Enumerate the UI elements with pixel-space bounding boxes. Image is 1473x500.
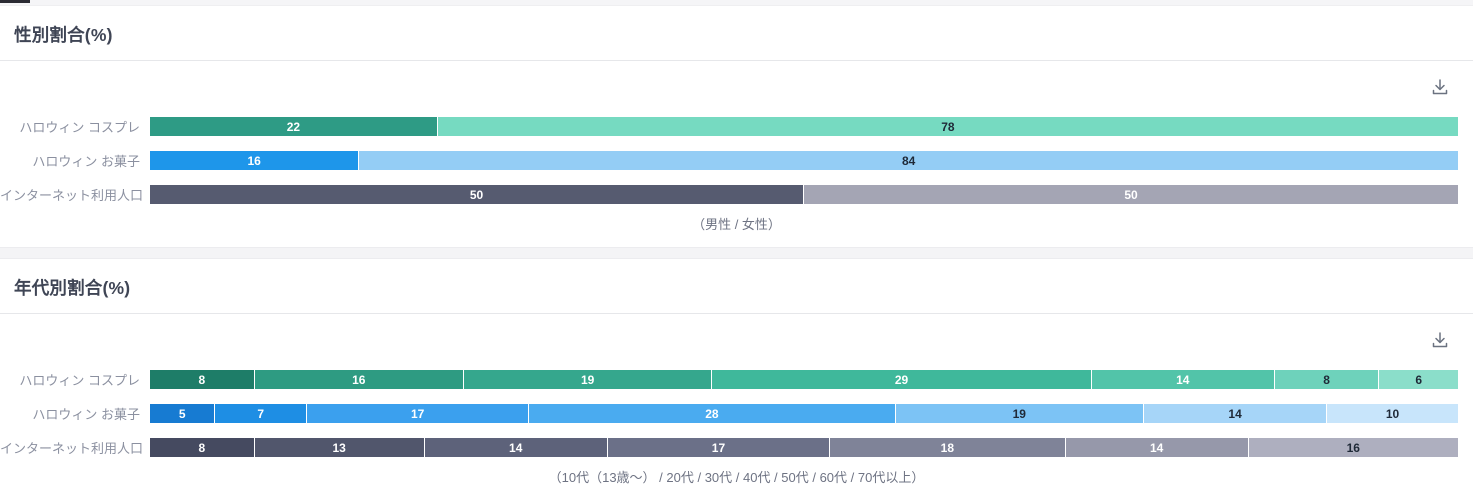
bar-segment: 50 [150,185,804,204]
bar-track: 22 78 [150,117,1458,136]
bar-segment: 84 [359,151,1458,170]
bar-segment: 6 [1379,370,1458,389]
bar-segment: 14 [1065,438,1249,457]
bar-segment: 50 [804,185,1458,204]
top-strip [0,0,1473,6]
bar-segment: 14 [1144,404,1328,423]
chart-rows: ハロウィン コスプレ 8 16 19 29 14 8 6 ハロウィン お菓子 5 7 17 28 19 14… [0,370,1473,457]
bar-segment: 13 [254,438,425,457]
chart-toolbar [0,61,1473,105]
download-icon [1432,332,1448,348]
bar-segment: 19 [895,404,1145,423]
title-divider [0,60,1473,61]
bar-track: 16 84 [150,151,1458,170]
row-label: インターネット利用人口 [0,188,144,203]
bar-track: 8 16 19 29 14 8 6 [150,370,1458,389]
chart-caption: （10代（13歳〜） / 20代 / 30代 / 40代 / 50代 / 60代… [548,470,925,485]
bar-segment: 14 [424,438,608,457]
bar-track: 50 50 [150,185,1458,204]
top-left-sliver [0,0,30,3]
bar-track: 5 7 17 28 19 14 10 [150,404,1458,423]
bar-segment: 10 [1327,404,1458,423]
bar-segment: 16 [254,370,464,389]
row-label: ハロウィン お菓子 [32,407,140,422]
title-divider [0,313,1473,314]
row-label: ハロウィン コスプレ [19,373,140,388]
chart-caption: （男性 / 女性） [692,217,781,232]
bar-segment: 8 [1274,370,1380,389]
gender-ratio-chart-card: 性別割合(%) ハロウィン コスプレ 22 78 ハロウィン お菓子 16 84 インターネ… [0,6,1473,247]
row-label: ハロウィン コスプレ [19,120,140,135]
row-label: ハロウィン お菓子 [32,154,140,169]
bar-segment: 16 [1248,438,1458,457]
chart-row: ハロウィン お菓子 16 84 [0,151,1473,170]
card-gap [0,247,1473,259]
chart-title: 性別割合(%) [14,25,113,45]
bar-segment: 17 [607,438,831,457]
bar-segment: 28 [529,404,896,423]
bar-segment: 8 [150,438,255,457]
bar-segment: 14 [1091,370,1275,389]
bar-segment: 78 [437,117,1458,136]
bar-segment: 7 [215,404,307,423]
bar-segment: 19 [463,370,713,389]
bar-segment: 17 [306,404,530,423]
chart-row: インターネット利用人口 50 50 [0,185,1473,204]
bar-segment: 29 [712,370,1092,389]
row-label: インターネット利用人口 [0,441,144,456]
bar-track: 8 13 14 17 18 14 16 [150,438,1458,457]
bar-segment: 16 [150,151,360,170]
download-icon [1432,79,1448,95]
bar-segment: 18 [830,438,1066,457]
bar-segment: 8 [150,370,255,389]
chart-title: 年代別割合(%) [14,278,131,298]
chart-row: ハロウィン コスプレ 8 16 19 29 14 8 6 [0,370,1473,389]
age-ratio-chart-card: 年代別割合(%) ハロウィン コスプレ 8 16 19 29 14 8 6 ハロウィン お菓子 5… [0,259,1473,500]
download-button[interactable] [1428,328,1452,352]
download-button[interactable] [1428,75,1452,99]
bar-segment: 5 [150,404,216,423]
chart-row: ハロウィン お菓子 5 7 17 28 19 14 10 [0,404,1473,423]
chart-row: インターネット利用人口 8 13 14 17 18 14 16 [0,438,1473,457]
chart-row: ハロウィン コスプレ 22 78 [0,117,1473,136]
bar-segment: 22 [150,117,438,136]
chart-toolbar [0,314,1473,358]
chart-rows: ハロウィン コスプレ 22 78 ハロウィン お菓子 16 84 インターネット利用人口 50… [0,117,1473,204]
